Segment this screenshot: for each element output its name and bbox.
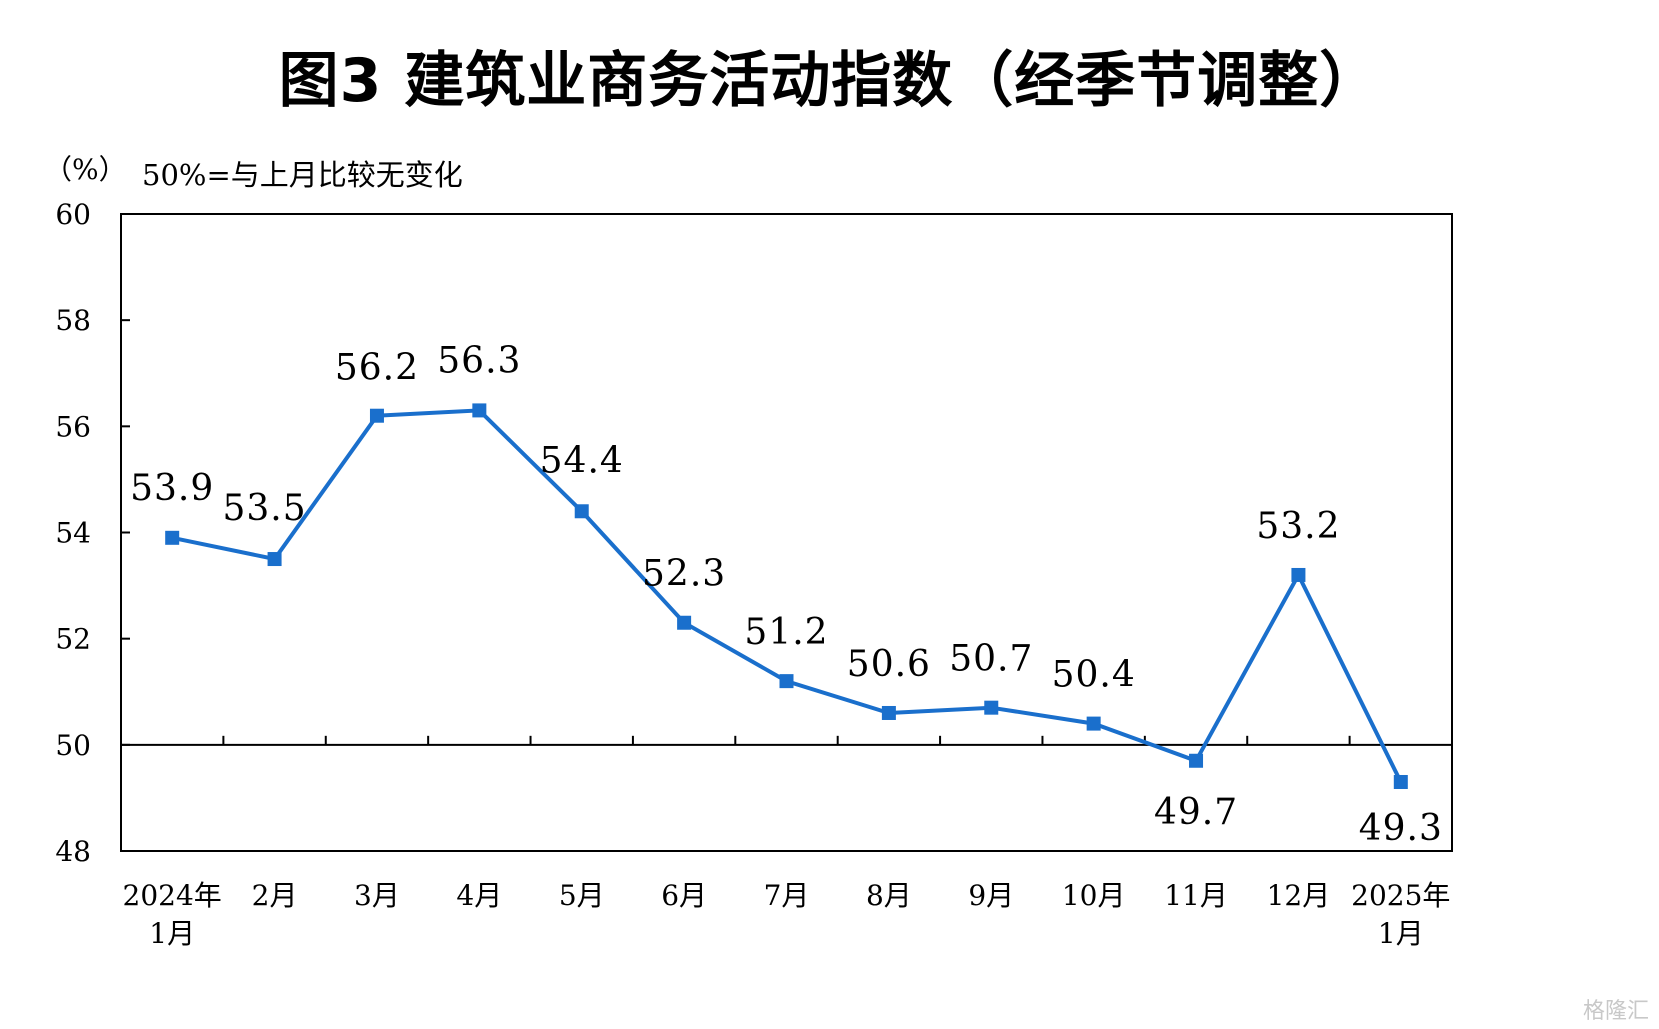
- y-tick-label: 56: [55, 410, 91, 443]
- y-tick-label: 50: [55, 729, 91, 762]
- data-point-marker: [779, 674, 794, 689]
- y-tick-label: 54: [55, 517, 91, 550]
- x-tick-label: 11月: [1164, 879, 1228, 912]
- data-label: 53.2: [1256, 506, 1340, 547]
- x-tick-label: 8月: [866, 879, 912, 912]
- axes: [120, 213, 1453, 852]
- x-tick-label: 5月: [559, 879, 605, 912]
- y-tick-label: 58: [55, 304, 91, 337]
- data-label: 53.9: [130, 468, 214, 509]
- data-point-marker: [1086, 716, 1101, 731]
- y-tick-label: 52: [55, 623, 91, 656]
- series-layer: [165, 403, 1408, 789]
- data-label: 49.3: [1359, 808, 1443, 849]
- reference-note: 50%=与上月比较无变化: [142, 158, 463, 192]
- x-tick-label: 2月: [252, 879, 298, 912]
- x-tick-label: 12月: [1267, 879, 1331, 912]
- data-labels-layer: 53.9 53.5 56.2 56.3 54.4 52.3 51.2 50.6 50.7 50.4…: [130, 340, 1443, 849]
- x-tick-label: 4月: [456, 879, 502, 912]
- data-label: 53.5: [222, 488, 306, 529]
- x-tick-label: 9月: [968, 879, 1014, 912]
- x-tick-label: 2025年: [1351, 879, 1450, 912]
- data-label: 52.3: [642, 554, 726, 595]
- watermark-text: 格隆汇: [1582, 999, 1649, 1024]
- y-tick-label: 48: [55, 835, 91, 868]
- data-label: 56.3: [437, 340, 521, 381]
- series-line: [171, 408, 1403, 783]
- data-point-marker: [574, 504, 589, 519]
- y-axis-unit-label: （%）: [44, 153, 127, 186]
- reference-line-layer: [121, 735, 1452, 746]
- data-label: 54.4: [540, 440, 624, 481]
- y-tick-labels-layer: 48 50 52 54 56 58 60: [55, 198, 91, 868]
- data-label: 50.4: [1052, 655, 1136, 696]
- x-tick-label: 6月: [661, 879, 707, 912]
- chart-title: 图3 建筑业商务活动指数（经季节调整）: [278, 46, 1381, 116]
- x-tick-label: 2024年: [123, 879, 222, 912]
- x-tick-label: 3月: [354, 879, 400, 912]
- data-point-marker: [984, 700, 999, 715]
- data-point-marker: [1291, 567, 1306, 582]
- x-tick-label: 1月: [149, 917, 195, 950]
- data-point-marker: [1393, 774, 1408, 789]
- x-tick-label: 1月: [1378, 917, 1424, 950]
- data-point-marker: [267, 552, 282, 567]
- data-point-marker: [881, 705, 896, 720]
- plot-frame: [120, 213, 1453, 852]
- data-point-marker: [165, 530, 180, 545]
- data-point-marker: [369, 408, 384, 423]
- x-tick-label: 10月: [1062, 879, 1126, 912]
- x-tick-label: 7月: [764, 879, 810, 912]
- data-point-marker: [472, 403, 487, 418]
- data-label: 51.2: [744, 612, 828, 653]
- x-tick-labels-layer: 2024年 1月 2月 3月 4月 5月 6月 7月 8月 9月 10月 11月 12月 2025年 1月: [123, 879, 1451, 950]
- data-label: 56.2: [335, 348, 419, 389]
- y-tick-label: 60: [55, 198, 91, 231]
- data-point-marker: [677, 615, 692, 630]
- data-point-marker: [1189, 753, 1204, 768]
- data-label: 49.7: [1154, 792, 1238, 833]
- data-label: 50.7: [949, 639, 1033, 680]
- data-label: 50.6: [847, 644, 931, 685]
